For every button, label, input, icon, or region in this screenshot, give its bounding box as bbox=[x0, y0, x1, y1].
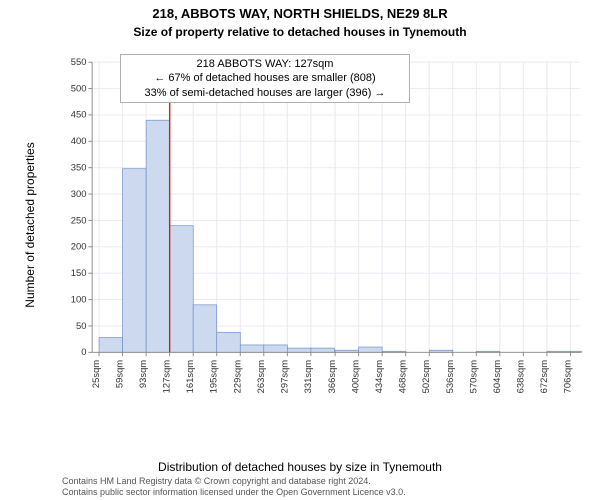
footer-line1: Contains HM Land Registry data © Crown c… bbox=[62, 476, 582, 487]
footer: Contains HM Land Registry data © Crown c… bbox=[62, 476, 582, 498]
svg-text:200: 200 bbox=[71, 241, 87, 252]
svg-text:250: 250 bbox=[71, 214, 87, 225]
svg-text:50: 50 bbox=[76, 320, 86, 331]
annotation-line3: 33% of semi-detached houses are larger (… bbox=[127, 86, 403, 100]
svg-text:536sqm: 536sqm bbox=[444, 360, 455, 394]
svg-text:434sqm: 434sqm bbox=[373, 360, 384, 394]
svg-text:604sqm: 604sqm bbox=[491, 360, 502, 394]
svg-text:195sqm: 195sqm bbox=[208, 360, 219, 394]
annotation-box: 218 ABBOTS WAY: 127sqm ← 67% of detached… bbox=[120, 54, 410, 103]
svg-text:468sqm: 468sqm bbox=[397, 360, 408, 394]
svg-text:127sqm: 127sqm bbox=[161, 360, 172, 394]
histogram-plot: 0 50 100 150 200 250 300 350 400 450 500 550 25sqm 59… bbox=[62, 50, 582, 405]
svg-text:297sqm: 297sqm bbox=[278, 360, 289, 394]
svg-text:366sqm: 366sqm bbox=[326, 360, 337, 394]
svg-text:300: 300 bbox=[71, 188, 87, 199]
annotation-line1: 218 ABBOTS WAY: 127sqm bbox=[127, 57, 403, 71]
svg-text:550: 550 bbox=[71, 56, 87, 67]
page-subtitle: Size of property relative to detached ho… bbox=[0, 23, 600, 39]
svg-text:450: 450 bbox=[71, 109, 87, 120]
y-axis-label: Number of detached properties bbox=[23, 125, 37, 325]
svg-text:672sqm: 672sqm bbox=[538, 360, 549, 394]
svg-text:263sqm: 263sqm bbox=[255, 360, 266, 394]
svg-text:0: 0 bbox=[81, 346, 86, 357]
svg-text:706sqm: 706sqm bbox=[561, 360, 572, 394]
chart-area: 0 50 100 150 200 250 300 350 400 450 500 550 25sqm 59… bbox=[62, 50, 582, 405]
svg-text:400sqm: 400sqm bbox=[350, 360, 361, 394]
x-axis-label: Distribution of detached houses by size … bbox=[158, 460, 442, 474]
svg-text:150: 150 bbox=[71, 267, 87, 278]
svg-text:570sqm: 570sqm bbox=[467, 360, 478, 394]
svg-text:500: 500 bbox=[71, 82, 87, 93]
footer-line2: Contains public sector information licen… bbox=[62, 487, 582, 498]
svg-text:25sqm: 25sqm bbox=[90, 360, 101, 388]
svg-text:229sqm: 229sqm bbox=[231, 360, 242, 394]
svg-text:161sqm: 161sqm bbox=[184, 360, 195, 394]
page-title: 218, ABBOTS WAY, NORTH SHIELDS, NE29 8LR bbox=[0, 0, 600, 23]
svg-text:59sqm: 59sqm bbox=[114, 360, 125, 388]
svg-text:502sqm: 502sqm bbox=[420, 360, 431, 394]
chart-container: 218, ABBOTS WAY, NORTH SHIELDS, NE29 8LR… bbox=[0, 0, 600, 500]
svg-text:93sqm: 93sqm bbox=[137, 360, 148, 388]
svg-text:400: 400 bbox=[71, 135, 87, 146]
annotation-line2: ← 67% of detached houses are smaller (80… bbox=[127, 71, 403, 85]
svg-text:331sqm: 331sqm bbox=[302, 360, 313, 394]
svg-text:638sqm: 638sqm bbox=[514, 360, 525, 394]
svg-text:100: 100 bbox=[71, 293, 87, 304]
svg-text:350: 350 bbox=[71, 162, 87, 173]
